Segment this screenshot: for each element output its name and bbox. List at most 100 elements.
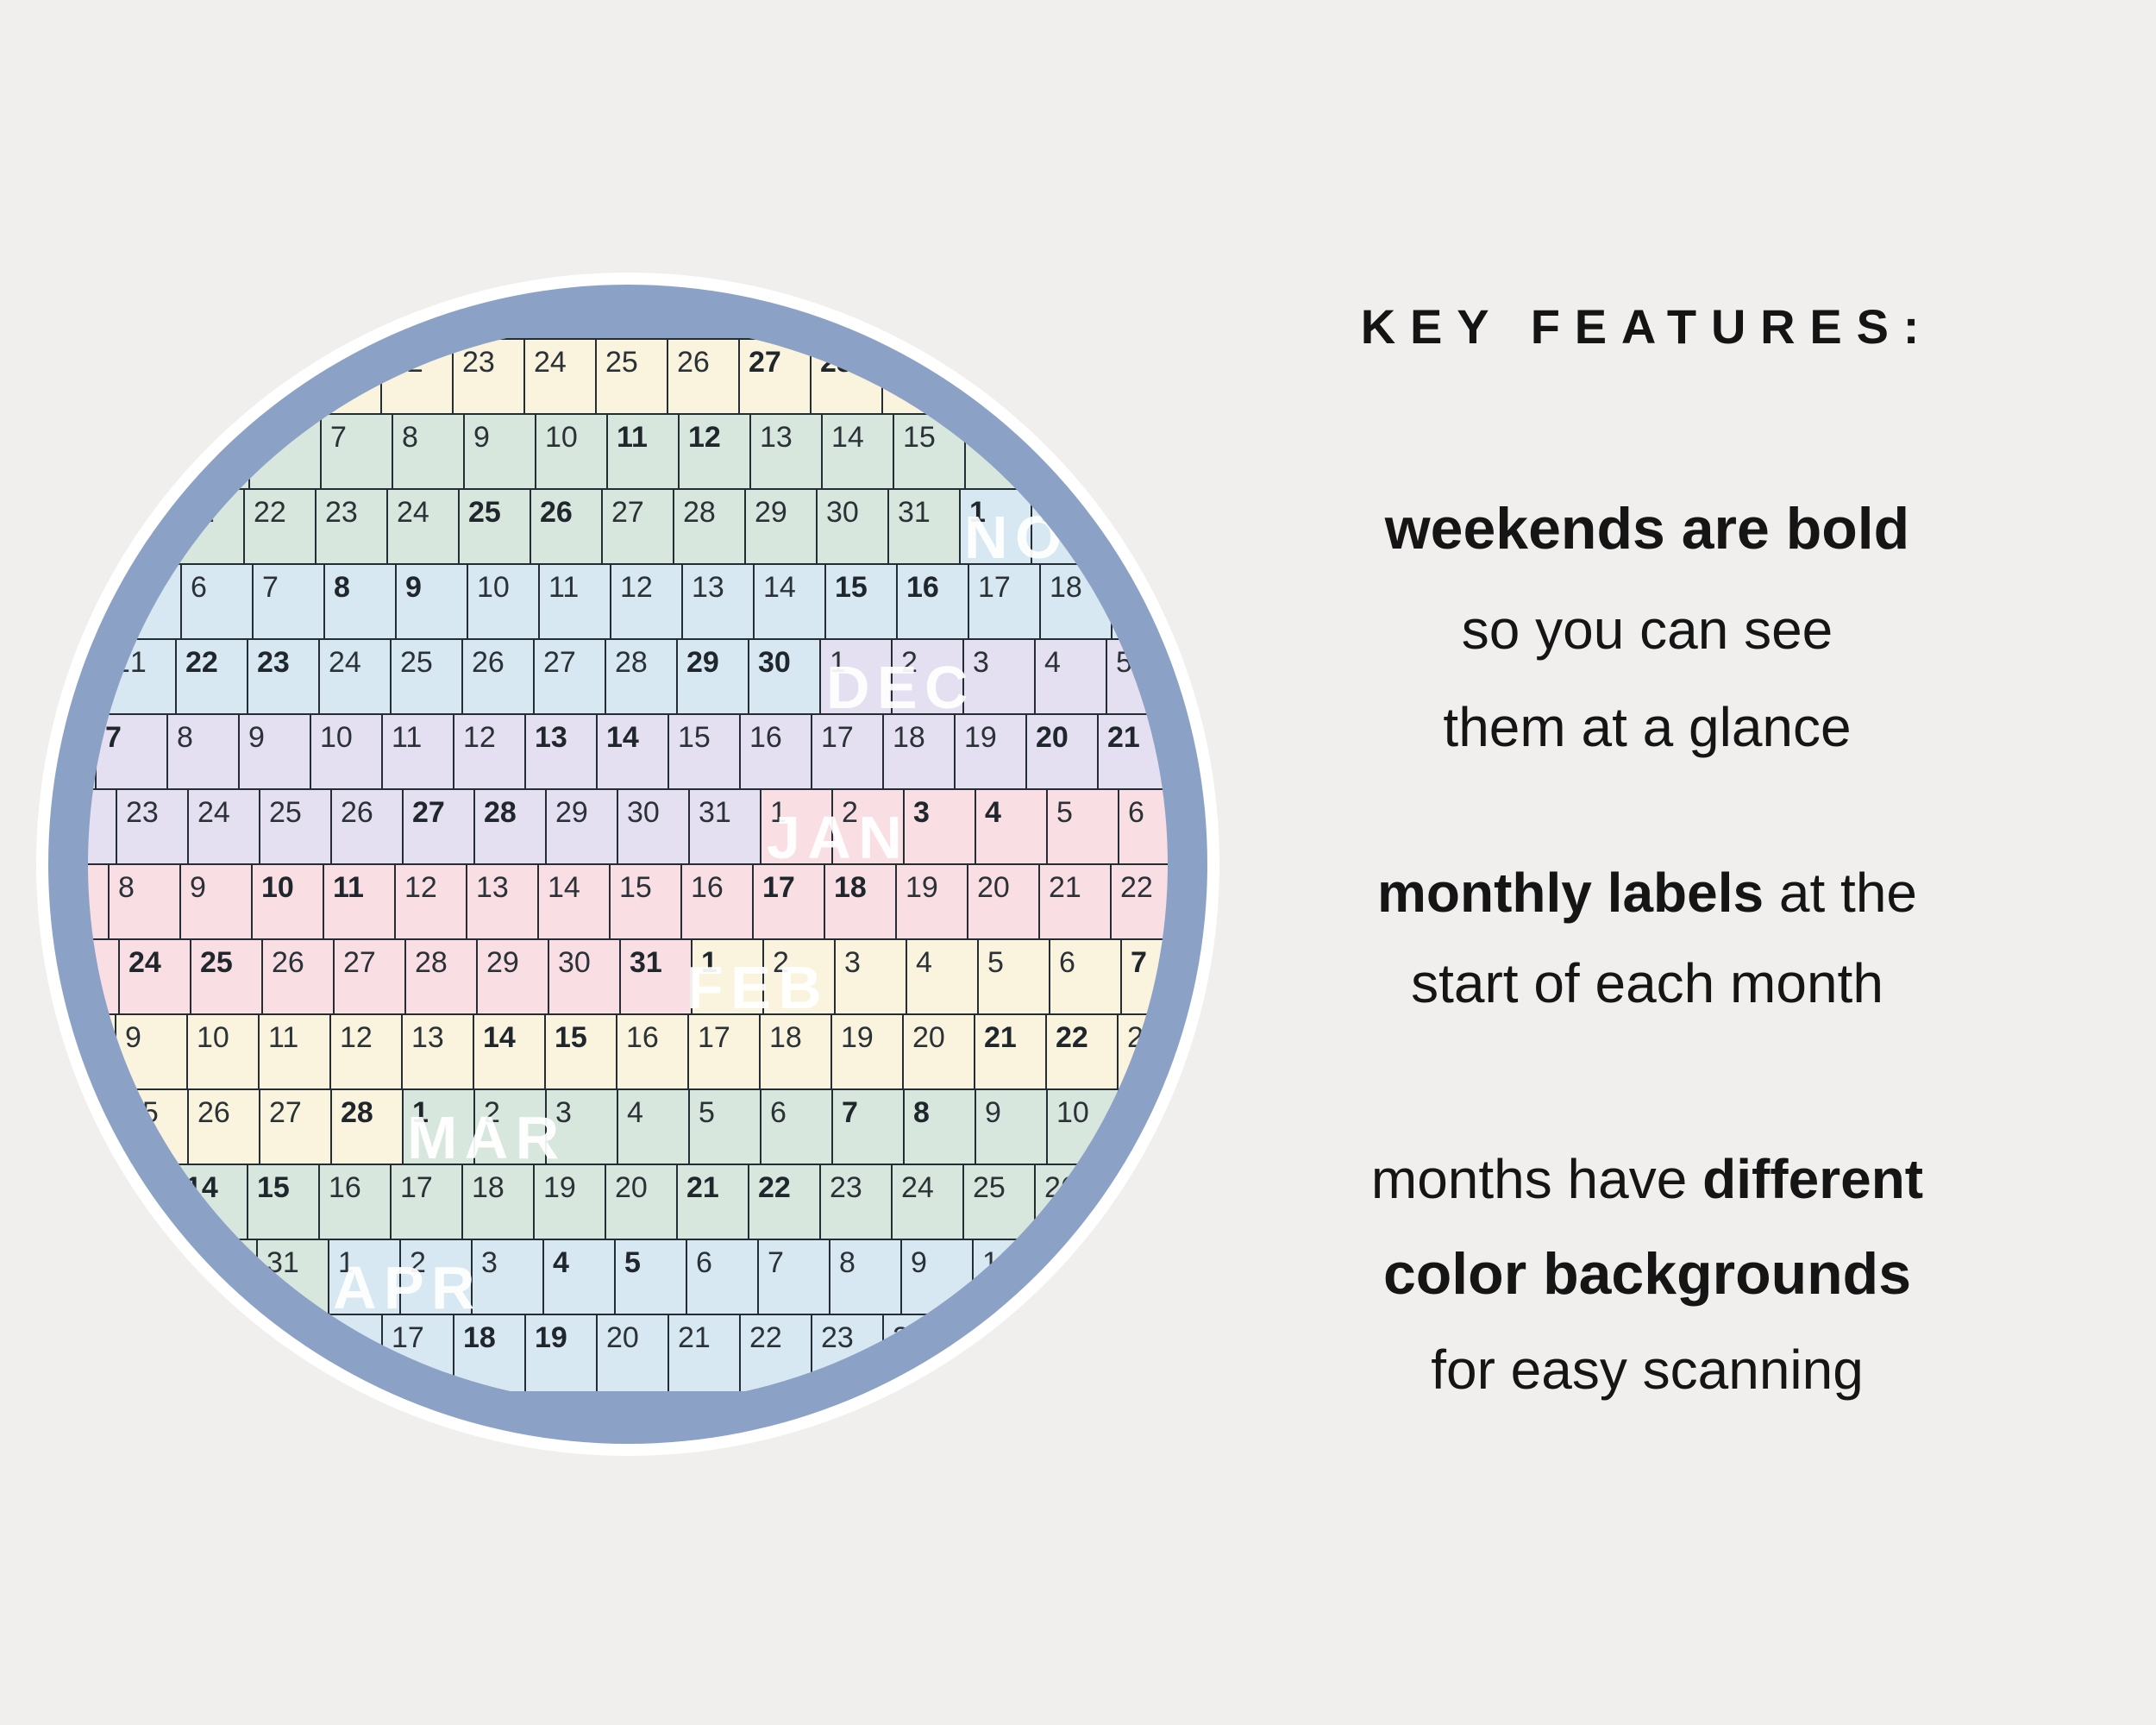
day-cell-jan-12: 12 xyxy=(394,863,467,941)
day-cell-mar-18: 18 xyxy=(461,1164,535,1241)
day-cell-nov-3: 3 xyxy=(1102,488,1168,566)
day-number: 16 xyxy=(749,721,782,754)
day-cell-mar-12: 12 xyxy=(88,1164,105,1241)
day-cell-mar-13: 13 xyxy=(103,1164,177,1241)
day-cell-mar-21: 21 xyxy=(676,1164,749,1241)
day-number: 8 xyxy=(402,421,418,454)
day-cell-jan-24: 24 xyxy=(118,938,191,1016)
weekend-day-number: 7 xyxy=(1131,946,1147,979)
day-number: 23 xyxy=(126,796,159,829)
day-cell-jan-7: 7 xyxy=(88,863,110,941)
day-cell-sep-18: 18 xyxy=(94,338,167,416)
day-number: 18 xyxy=(472,1171,505,1204)
day-cell-oct-27: 27 xyxy=(601,488,674,566)
day-number: 3 xyxy=(1112,496,1129,529)
day-cell-jan-19: 19 xyxy=(895,863,968,941)
day-cell-mar-20: 20 xyxy=(605,1164,678,1241)
weekend-day-number: 25 xyxy=(468,496,501,529)
day-cell-apr-17: 17 xyxy=(381,1314,454,1391)
day-number: 13 xyxy=(760,421,793,454)
day-cell-mar-16: 16 xyxy=(318,1164,392,1241)
day-cell-oct-26: 26 xyxy=(530,488,603,566)
day-number: 27 xyxy=(543,646,576,679)
day-number: 17 xyxy=(400,1171,433,1204)
day-cell-dec-23: 23 xyxy=(116,788,189,866)
weekend-day-number: 13 xyxy=(535,721,567,754)
day-number: 12 xyxy=(404,871,437,904)
day-number: 5 xyxy=(119,571,135,604)
day-cell-feb-19: 19 xyxy=(830,1013,904,1091)
month-label-feb: FEB xyxy=(686,954,830,1021)
day-cell-mar-29: 29 xyxy=(113,1239,186,1316)
day-number: 6 xyxy=(770,1096,787,1129)
day-cell-oct-4: 4 xyxy=(105,413,179,491)
day-cell-dec-17: 17 xyxy=(811,713,884,791)
weekend-day-number: 1 xyxy=(412,1096,429,1129)
day-cell-oct-8: 8 xyxy=(392,413,465,491)
day-cell-apr-14: 14 xyxy=(166,1314,240,1391)
weekend-day-number: 11 xyxy=(1054,1246,1085,1279)
day-cell-feb-4: 4 xyxy=(906,938,979,1016)
day-number: 11 xyxy=(548,571,580,604)
day-number: 16 xyxy=(626,1021,659,1054)
day-cell-dec-18: 18 xyxy=(882,713,956,791)
day-number: 17 xyxy=(978,571,1011,604)
weekend-day-number: 15 xyxy=(835,571,868,604)
day-cell-dec-2: 2 xyxy=(891,638,964,716)
day-number: 25 xyxy=(126,1096,159,1129)
weekend-day-number: 26 xyxy=(540,496,573,529)
day-cell-nov-9: 9 xyxy=(395,563,468,641)
day-number: 14 xyxy=(831,421,864,454)
day-number: 11 xyxy=(392,721,423,754)
weekend-day-number: 18 xyxy=(463,1321,496,1354)
day-cell-feb-12: 12 xyxy=(329,1013,403,1091)
day-number: 31 xyxy=(699,796,731,829)
weekend-day-number: 11 xyxy=(617,421,648,454)
day-cell-dec-29: 29 xyxy=(545,788,618,866)
feature-labels-line1: monthly labels at the xyxy=(1216,848,2078,938)
day-number: 23 xyxy=(830,1171,862,1204)
weekend-day-number: 14 xyxy=(483,1021,516,1054)
feature-weekends-line3: them at a glance xyxy=(1443,696,1852,758)
day-number: 18 xyxy=(1050,571,1082,604)
day-cell-oct-10: 10 xyxy=(535,413,608,491)
day-cell-feb-5: 5 xyxy=(977,938,1050,1016)
weekend-day-number: 8 xyxy=(334,571,350,604)
weekend-day-number: 28 xyxy=(484,796,517,829)
day-cell-oct-31: 31 xyxy=(887,488,961,566)
day-cell-dec-14: 14 xyxy=(596,713,669,791)
day-number: 2 xyxy=(484,1096,500,1129)
weekend-day-number: 22 xyxy=(1056,1021,1088,1054)
day-cell-feb-6: 6 xyxy=(1049,938,1122,1016)
day-number: 20 xyxy=(977,871,1010,904)
day-number: 25 xyxy=(973,1171,1006,1204)
day-cell-apr-23: 23 xyxy=(811,1314,884,1391)
day-cell-mar-7: 7 xyxy=(831,1088,905,1166)
weekend-day-number: 17 xyxy=(762,871,795,904)
weekend-day-number: 12 xyxy=(688,421,721,454)
day-cell-apr-10: 10 xyxy=(972,1239,1045,1316)
day-number: 2 xyxy=(901,646,918,679)
day-cell-jan-29: 29 xyxy=(476,938,549,1016)
day-number: 18 xyxy=(769,1021,802,1054)
weekend-day-number: 15 xyxy=(555,1021,587,1054)
calendar-row: 262728293031123456789101112APR xyxy=(88,1239,1168,1318)
day-number: 16 xyxy=(320,1321,353,1354)
day-number: 26 xyxy=(197,1096,230,1129)
day-number: 23 xyxy=(325,496,358,529)
day-number: 13 xyxy=(105,1321,138,1354)
day-cell-mar-8: 8 xyxy=(903,1088,976,1166)
day-number: 26 xyxy=(472,646,505,679)
weekend-day-number: 14 xyxy=(606,721,639,754)
day-number: 3 xyxy=(973,646,989,679)
day-cell-dec-11: 11 xyxy=(381,713,454,791)
day-number: 22 xyxy=(1120,871,1153,904)
day-cell-feb-1: 1 xyxy=(691,938,764,1016)
day-cell-apr-7: 7 xyxy=(757,1239,830,1316)
day-cell-dec-3: 3 xyxy=(962,638,1036,716)
day-cell-nov-11: 11 xyxy=(538,563,611,641)
feature-colors-line2: color backgrounds xyxy=(1216,1229,2078,1319)
day-cell-sep-27: 27 xyxy=(738,338,812,416)
day-number: 27 xyxy=(269,1096,302,1129)
feature-colors-bold-text: different xyxy=(1702,1148,1924,1210)
